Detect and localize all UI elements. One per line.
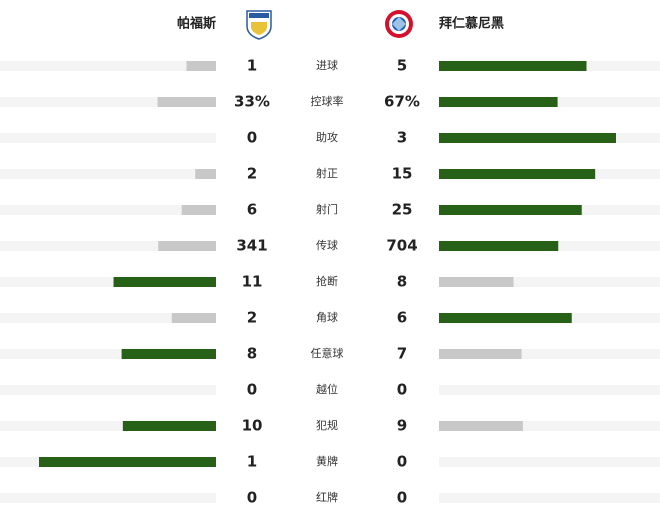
away-bar <box>439 313 572 323</box>
bar-track <box>0 421 216 431</box>
bar-track <box>0 385 216 395</box>
away-value: 67% <box>384 93 420 111</box>
away-value: 25 <box>392 201 413 219</box>
bar-track <box>0 97 216 107</box>
home-bar <box>171 313 216 323</box>
stat-label: 任意球 <box>311 346 344 360</box>
bar-track <box>439 457 660 467</box>
home-value: 6 <box>247 201 257 219</box>
home-bar <box>181 205 216 215</box>
stat-label: 红牌 <box>316 490 338 504</box>
away-value: 0 <box>397 489 407 507</box>
away-team-name: 拜仁慕尼黑 <box>439 16 504 32</box>
home-bar <box>158 241 216 251</box>
away-value: 15 <box>392 165 413 183</box>
away-bar <box>439 277 514 287</box>
bar-track <box>0 241 216 251</box>
home-bar <box>157 97 216 107</box>
home-value: 33% <box>234 93 270 111</box>
home-bar <box>186 61 216 71</box>
stat-label: 犯规 <box>316 418 338 432</box>
away-bar <box>439 133 616 143</box>
away-logo <box>385 10 413 38</box>
away-bar <box>439 349 522 359</box>
home-value: 1 <box>247 57 257 75</box>
bar-track <box>0 277 216 287</box>
away-value: 6 <box>397 309 407 327</box>
home-value: 2 <box>247 309 257 327</box>
home-logo <box>246 10 272 40</box>
home-value: 0 <box>247 489 257 507</box>
stat-label: 黄牌 <box>316 454 338 468</box>
home-value: 8 <box>247 345 257 363</box>
bar-track <box>0 133 216 143</box>
stat-label: 抢断 <box>316 274 338 288</box>
bar-track <box>0 61 216 71</box>
away-value: 5 <box>397 57 407 75</box>
stat-label: 射正 <box>316 166 338 180</box>
away-value: 8 <box>397 273 407 291</box>
bar-track <box>0 493 216 503</box>
home-bar <box>121 349 216 359</box>
bar-track <box>439 385 660 395</box>
away-bar <box>439 421 523 431</box>
away-bar <box>439 205 582 215</box>
away-value: 7 <box>397 345 407 363</box>
away-value: 704 <box>386 237 417 255</box>
home-bar <box>39 457 216 467</box>
bar-track <box>439 277 660 287</box>
away-bar <box>439 61 587 71</box>
stat-label: 进球 <box>316 58 338 72</box>
home-value: 341 <box>236 237 267 255</box>
stat-label: 角球 <box>316 310 338 324</box>
home-team-name: 帕福斯 <box>177 16 216 32</box>
stat-label: 控球率 <box>311 94 344 108</box>
bar-track <box>0 205 216 215</box>
away-value: 0 <box>397 381 407 399</box>
stat-label: 传球 <box>316 238 338 252</box>
bar-track <box>439 493 660 503</box>
home-value: 0 <box>247 381 257 399</box>
away-value: 3 <box>397 129 407 147</box>
home-value: 2 <box>247 165 257 183</box>
home-value: 10 <box>242 417 263 435</box>
home-value: 0 <box>247 129 257 147</box>
home-bar <box>113 277 216 287</box>
bar-track <box>0 349 216 359</box>
bar-track <box>0 169 216 179</box>
home-bar <box>195 169 216 179</box>
away-value: 9 <box>397 417 407 435</box>
stat-label: 射门 <box>316 202 338 216</box>
stat-label: 助攻 <box>316 130 338 144</box>
bar-track <box>439 349 660 359</box>
home-value: 1 <box>247 453 257 471</box>
away-bar <box>439 169 596 179</box>
home-bar <box>122 421 216 431</box>
away-bar <box>439 97 558 107</box>
bar-track <box>439 421 660 431</box>
stat-label: 越位 <box>316 382 338 396</box>
away-bar <box>439 241 559 251</box>
bar-track <box>0 313 216 323</box>
away-value: 0 <box>397 453 407 471</box>
home-value: 11 <box>242 273 263 291</box>
